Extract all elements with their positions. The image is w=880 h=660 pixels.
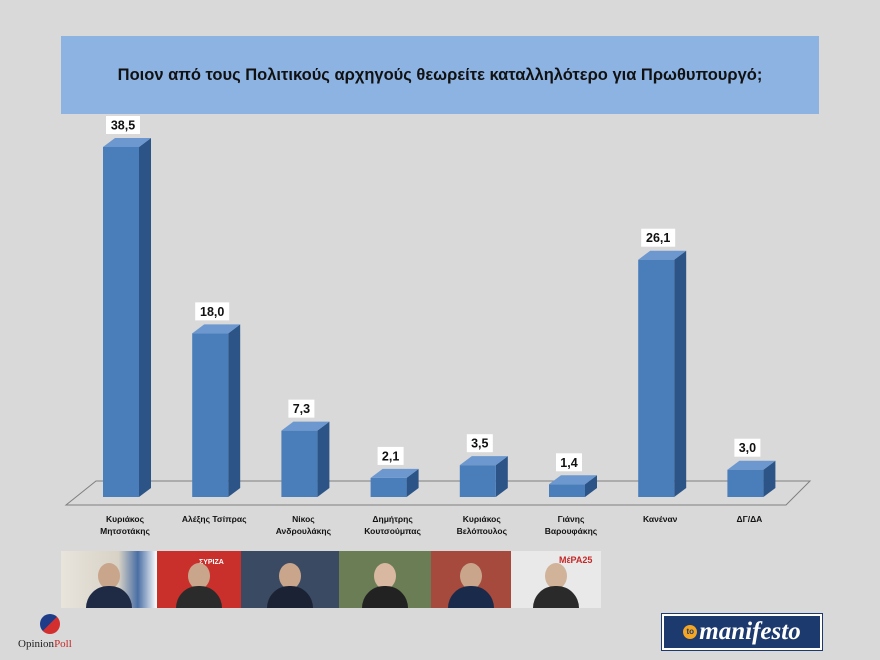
bar xyxy=(103,147,139,497)
bar xyxy=(459,465,496,497)
bar xyxy=(281,430,318,497)
mitsotakis-photo xyxy=(61,551,157,608)
bar-top xyxy=(192,324,241,334)
bar-top xyxy=(638,250,687,260)
data-label: 1,4 xyxy=(560,456,577,470)
chart-title: Ποιον από τους Πολιτικούς αρχηγούς θεωρε… xyxy=(117,65,763,84)
category-label: Αλέξης Τσίπρας xyxy=(182,514,247,524)
data-label-box xyxy=(288,399,315,418)
category-label: Κανέναν xyxy=(643,514,678,524)
bar-side xyxy=(139,138,151,497)
bar-side xyxy=(317,421,330,497)
opinion-poll-logo: OpinionPoll xyxy=(14,612,94,652)
bar xyxy=(549,484,585,497)
data-label-box xyxy=(641,228,676,247)
data-label: 7,3 xyxy=(293,402,310,416)
category-label: Βελόπουλος xyxy=(457,526,508,536)
data-label: 2,1 xyxy=(382,449,399,463)
data-label-box xyxy=(106,116,140,134)
tsipras-photo: ΣΥΡΙΖΑ xyxy=(157,551,241,608)
category-label: Δημήτρης xyxy=(372,514,413,524)
bar-top xyxy=(549,475,597,485)
bar-top xyxy=(103,138,151,147)
bar-top xyxy=(727,460,776,470)
leaders-photo-strip: ΣΥΡΙΖΑ ΜέΡΑ25 xyxy=(61,551,601,608)
bar-top xyxy=(281,421,330,431)
koutsoumpas-photo xyxy=(339,551,431,608)
bar-side xyxy=(495,456,508,497)
bar-side xyxy=(763,460,776,497)
bar xyxy=(727,469,764,497)
data-label: 38,5 xyxy=(111,119,135,133)
opinion-poll-icon xyxy=(40,614,60,634)
category-label: Κυριάκος xyxy=(106,514,145,524)
category-label: Ανδρουλάκης xyxy=(276,526,332,536)
data-label: 26,1 xyxy=(646,231,670,245)
bar xyxy=(192,333,229,497)
data-label: 18,0 xyxy=(200,305,224,319)
category-label: Κυριάκος xyxy=(463,514,502,524)
chart-floor xyxy=(64,480,812,506)
bar-side xyxy=(585,475,597,497)
velopoulos-photo xyxy=(431,551,511,608)
category-label: Βαρουφάκης xyxy=(545,526,598,536)
category-label: Κουτσούμπας xyxy=(364,526,421,536)
data-label: 3,0 xyxy=(739,441,756,455)
bar-top xyxy=(370,468,419,478)
category-label: Μητσοτάκης xyxy=(100,526,150,536)
bar xyxy=(638,259,675,497)
bar-side xyxy=(674,250,687,497)
data-label-box xyxy=(377,446,404,465)
category-label: Νίκος xyxy=(292,514,315,524)
bar xyxy=(370,477,407,497)
chart-title-banner: Ποιον από τους Πολιτικούς αρχηγούς θεωρε… xyxy=(61,36,819,114)
category-label: Γιάνης xyxy=(558,514,585,524)
bar-top xyxy=(459,456,508,466)
androulakis-photo xyxy=(241,551,339,608)
bar-side xyxy=(228,324,241,497)
data-label-box xyxy=(734,438,761,457)
varoufakis-photo: ΜέΡΑ25 xyxy=(511,551,601,608)
data-label-box xyxy=(195,302,230,321)
bar-side xyxy=(406,468,419,497)
manifesto-logo: to manifesto xyxy=(662,614,822,650)
data-label-box xyxy=(466,434,493,453)
category-label: ΔΓ/ΔΑ xyxy=(736,514,762,524)
data-label: 3,5 xyxy=(471,437,488,451)
data-label-box xyxy=(556,453,582,472)
